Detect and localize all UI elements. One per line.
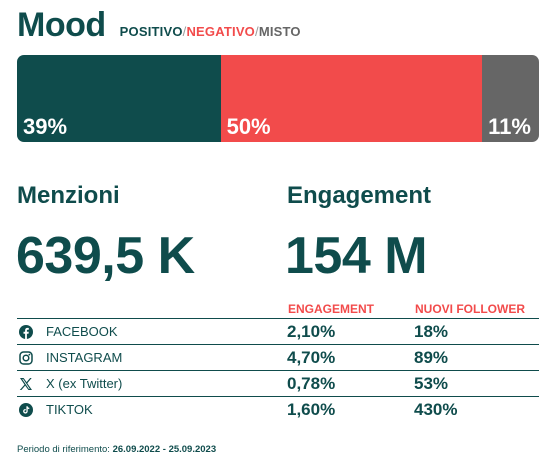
followers-cell: 89% [414,344,539,371]
engagement-value: 154 M [285,227,428,285]
followers-column-header: NUOVI FOLLOWER [415,302,525,316]
engagement-cell: 0,78% [287,370,414,397]
legend-negativo: NEGATIVO [186,24,255,39]
engagement-column-header: ENGAGEMENT [288,302,375,316]
mood-label-misto: 11% [488,114,531,139]
followers-cell: 18% [414,318,539,345]
footer-period: 26.09.2022 - 25.09.2023 [112,444,217,455]
followers-cell: 430% [414,396,539,422]
network-cell: INSTAGRAM [17,344,287,371]
mood-label-negativo: 50% [226,114,271,139]
menzioni-label: Menzioni [17,182,120,209]
legend-positivo: POSITIVO [119,24,183,39]
followers-cell: 53% [414,370,539,397]
mood-segment-positivo: 39% [17,55,221,142]
footer-label: Periodo di riferimento: [17,444,110,455]
engagement-cell: 4,70% [287,344,414,371]
table-row: TIKTOK 1,60% 430% [17,396,539,422]
table-row: X (ex Twitter) 0,78% 53% [17,370,539,397]
mood-legend: POSITIVO/NEGATIVO/MISTO [120,24,301,39]
menzioni-value: 639,5 K [16,227,195,285]
table-row: INSTAGRAM 4,70% 89% [17,344,539,371]
social-table: FACEBOOK 2,10% 18% INSTAGRAM 4,70% 89% X… [17,318,539,422]
legend-misto: MISTO [258,24,301,39]
footer: Periodo di riferimento: 26.09.2022 - 25.… [17,444,216,455]
network-name: INSTAGRAM [46,350,123,365]
network-name: FACEBOOK [46,324,118,339]
instagram-icon [19,350,33,365]
legend-separator: / [182,24,187,39]
tiktok-icon [19,402,33,417]
table-row: FACEBOOK 2,10% 18% [17,318,539,345]
mood-segment-negativo: 50% [220,55,482,142]
facebook-icon [19,324,33,339]
network-name: TIKTOK [46,402,93,417]
mood-bar: 39% 50% 11% [17,55,539,142]
x-twitter-icon [19,377,33,391]
legend-separator: / [255,24,259,39]
engagement-cell: 2,10% [287,318,414,345]
mood-header: Mood POSITIVO/NEGATIVO/MISTO [17,6,301,45]
network-cell: X (ex Twitter) [17,370,287,397]
engagement-cell: 1,60% [287,396,414,422]
mood-label-positivo: 39% [23,114,68,139]
network-cell: TIKTOK [17,396,287,422]
network-name: X (ex Twitter) [46,376,123,391]
network-cell: FACEBOOK [17,318,287,345]
mood-segment-misto: 11% [481,55,539,142]
engagement-label: Engagement [287,182,432,209]
mood-title: Mood [17,6,106,44]
